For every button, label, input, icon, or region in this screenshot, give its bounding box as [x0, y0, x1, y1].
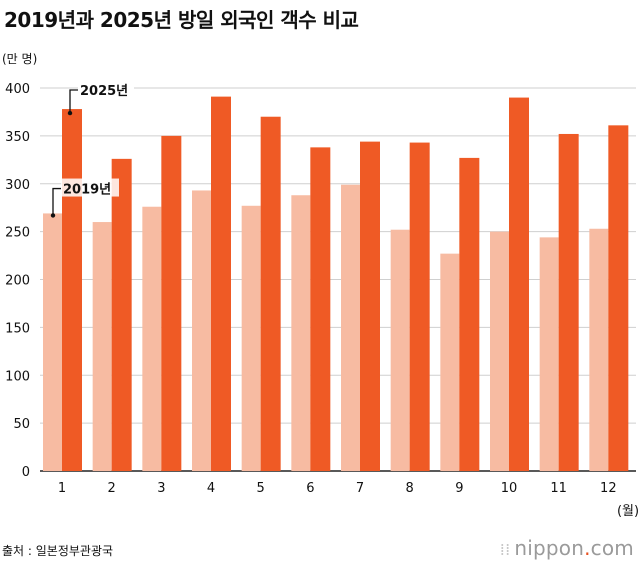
annotation-line-2019: [52, 187, 61, 216]
y-tick-label: 350: [5, 130, 30, 145]
chart-title: 2019년과 2025년 방일 외국인 객수 비교: [4, 8, 359, 32]
bar-2025-8: [409, 142, 430, 471]
bar-2025-2: [111, 158, 132, 472]
bar-2019-10: [490, 231, 509, 471]
bar-2019-12: [589, 228, 609, 471]
annotation-label-2025: 2025년: [80, 84, 128, 99]
annotation-label-2019: 2019년: [63, 183, 111, 198]
bar-2025-12: [608, 125, 629, 471]
x-tick-label: 9: [455, 481, 463, 496]
source-note: 출처 : 일본정부관광국: [2, 544, 114, 558]
bar-2019-1: [43, 213, 62, 471]
y-tick-label: 300: [5, 178, 30, 193]
x-tick-label: 8: [406, 481, 414, 496]
annotation-bg-2025: [78, 80, 134, 98]
logo-suffix: com: [590, 536, 634, 560]
annotation-line-2025: [69, 89, 78, 114]
bar-2019-8: [390, 229, 410, 471]
bar-2025-10: [509, 97, 529, 471]
x-tick-label: 6: [306, 481, 314, 496]
bar-2019-11: [539, 237, 559, 471]
x-tick-label: 7: [356, 481, 364, 496]
x-tick-label: 10: [501, 481, 518, 496]
bar-2025-6: [310, 147, 331, 472]
logo-text: nippon: [514, 536, 585, 560]
y-tick-label: 100: [5, 369, 30, 384]
x-tick-label: 12: [600, 481, 617, 496]
bar-2025-7: [360, 141, 380, 471]
y-tick-label: 400: [5, 82, 30, 97]
nippon-mark-icon: ⁞⁞: [499, 540, 511, 559]
bar-2019-6: [291, 195, 311, 472]
nippon-logo: ⁞⁞ nippon.com: [500, 536, 634, 560]
bar-2025-9: [459, 157, 480, 471]
bar-2025-11: [558, 133, 579, 471]
y-axis-unit-label: (만 명): [2, 52, 38, 66]
bar-2019-3: [142, 206, 162, 472]
bar-2019-5: [241, 205, 261, 471]
x-tick-label: 3: [157, 481, 165, 496]
y-tick-label: 150: [5, 321, 30, 336]
bar-2019-2: [92, 222, 112, 471]
x-tick-label: 4: [207, 481, 215, 496]
bar-2025-3: [161, 135, 182, 471]
y-tick-label: 50: [13, 417, 30, 432]
annotation-bg-2019: [61, 178, 119, 197]
y-tick-label: 200: [5, 274, 30, 289]
x-axis-unit-label: (월): [617, 504, 639, 519]
bar-2019-7: [341, 184, 360, 471]
bar-2025-1: [62, 109, 82, 471]
x-tick-label: 2: [108, 481, 116, 496]
bar-2019-4: [192, 190, 211, 471]
x-tick-label: 11: [550, 481, 567, 496]
x-tick-label: 5: [257, 481, 265, 496]
y-tick-label: 0: [22, 465, 30, 480]
logo-dot: .: [584, 536, 591, 560]
y-tick-label: 250: [5, 226, 30, 241]
bar-2019-9: [440, 253, 460, 471]
bar-2025-5: [260, 116, 281, 471]
bar-2025-4: [211, 96, 231, 472]
x-tick-label: 1: [58, 481, 66, 496]
